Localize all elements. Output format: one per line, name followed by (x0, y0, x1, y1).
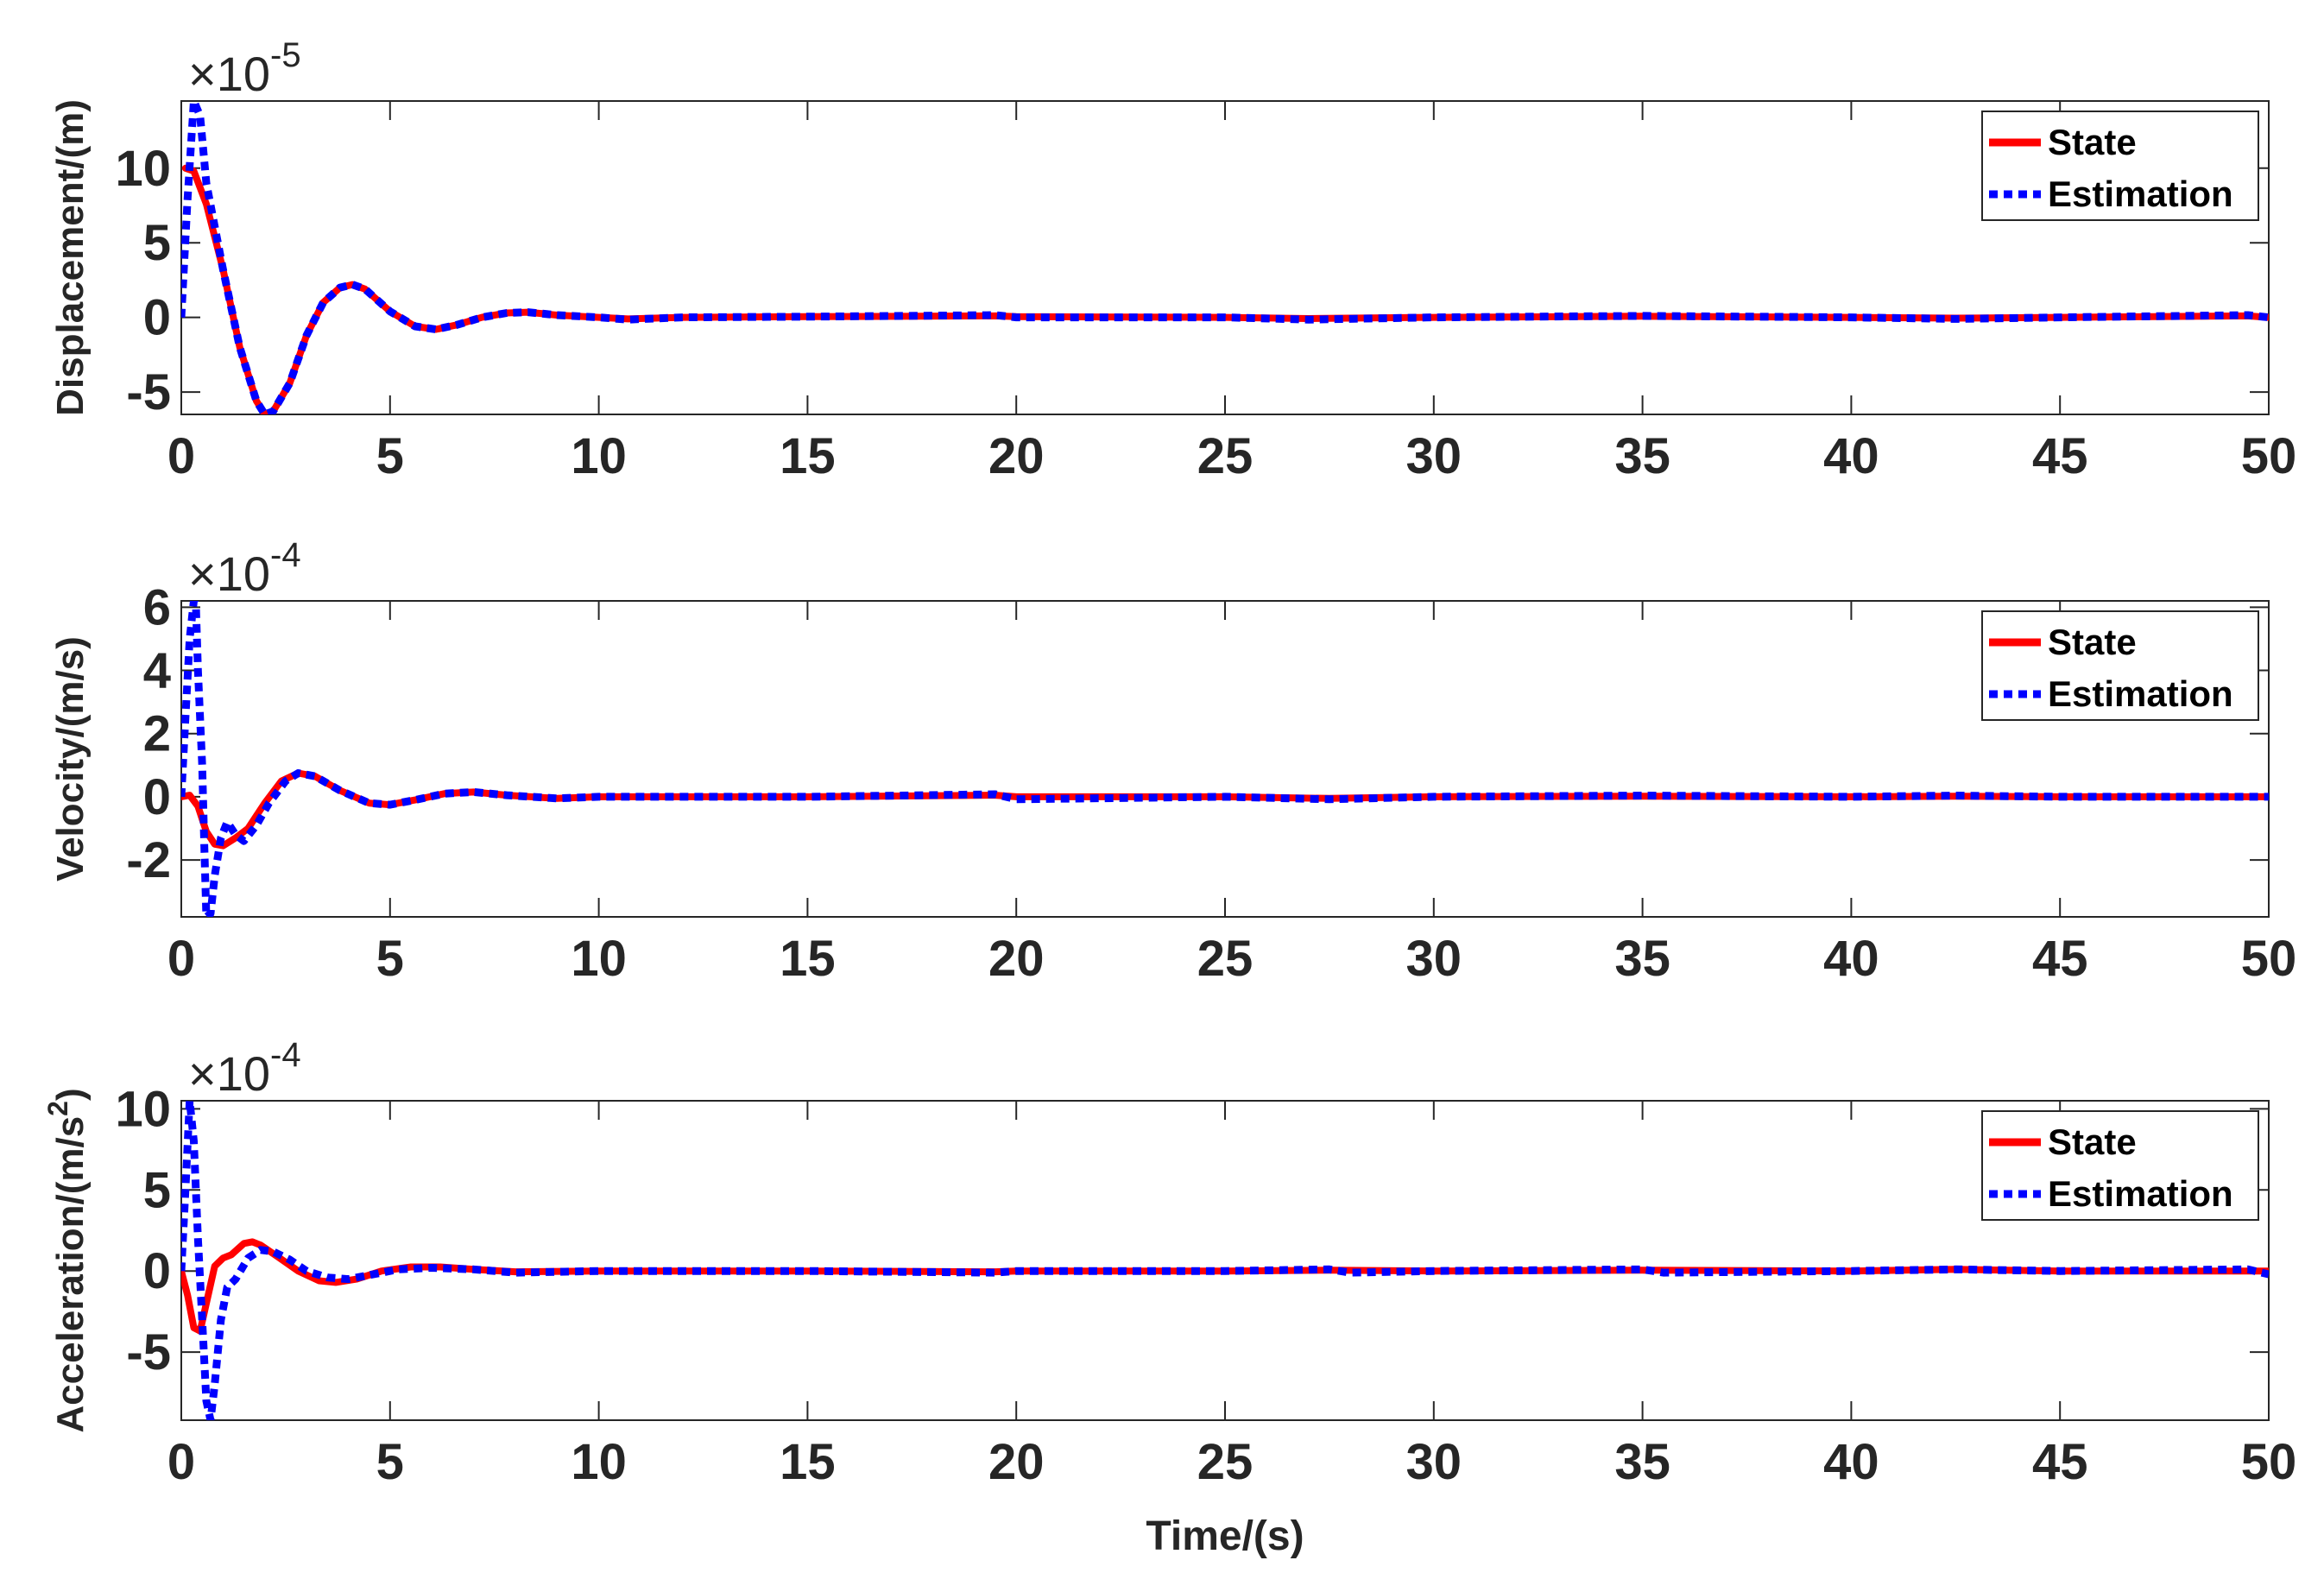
y-tick-label: 10 (115, 141, 171, 197)
x-tick-label: 10 (571, 931, 627, 987)
y-axis-label-superscript: 2 (42, 1101, 73, 1116)
y-tick-label: -5 (126, 364, 171, 420)
y-tick-label: 0 (143, 290, 171, 346)
x-tick-label: 20 (988, 931, 1045, 987)
y-axis-label: Acceleration/(m/s2) (42, 1088, 92, 1432)
x-axis-label: Time/(s) (1146, 1513, 1304, 1559)
x-tick-label: 45 (2032, 931, 2088, 987)
x-tick-label: 25 (1197, 428, 1254, 484)
subplot-1: 0 5 10 15 20 25 30 35 40 45 50-50510×10-5Displacem… (49, 36, 2296, 484)
exponent-base: ×10 (188, 546, 270, 601)
legend-label-state: State (2048, 622, 2137, 662)
legend-box (1981, 610, 2259, 721)
series-line-estimation (181, 601, 2269, 917)
x-tick-label: 35 (1614, 931, 1670, 987)
x-tick-label: 0 (167, 1434, 195, 1490)
plot-area (180, 100, 2270, 415)
subplot-3: 0 5 10 15 20 25 30 35 40 45 50 -5 0 5 10 ×10-4 Accelerat… (42, 1036, 2296, 1559)
exponent-power: -4 (270, 536, 301, 574)
y-tick-label: 0 (143, 769, 171, 825)
x-tick-label: 50 (2241, 428, 2297, 484)
x-tick-label: 0 (167, 931, 195, 987)
series-line-estimation (181, 101, 2269, 414)
x-tick-label: 0 (167, 428, 195, 484)
y-tick-label: -5 (126, 1324, 171, 1380)
x-tick-label: 25 (1197, 1434, 1254, 1490)
x-tick-label: 20 (988, 1434, 1045, 1490)
x-tick-label: 5 (376, 931, 404, 987)
x-tick-label: 35 (1614, 1434, 1670, 1490)
legend-box (1981, 1110, 2259, 1221)
axis-exponent-label: ×10-4 (188, 536, 301, 601)
legend: State Estimation (1981, 610, 2259, 721)
x-tick-label: 25 (1197, 931, 1254, 987)
y-axis-label: Velocity/(m/s) (49, 636, 92, 881)
x-tick-label: 40 (1823, 428, 1879, 484)
exponent-base: ×10 (188, 1046, 270, 1101)
y-axis-label-text: Acceleration/(m/s (49, 1116, 92, 1433)
y-tick-label: 2 (143, 706, 171, 762)
y-tick-label: 4 (143, 643, 171, 699)
x-tick-label: 10 (571, 1434, 627, 1490)
x-tick-label: 15 (780, 428, 836, 484)
y-axis-label-text: Displacement/(m) (49, 99, 92, 416)
series-line-estimation (181, 1101, 2269, 1420)
y-tick-label: 0 (143, 1243, 171, 1299)
x-tick-label: 5 (376, 1434, 404, 1490)
legend-label-estimation: Estimation (2048, 1173, 2233, 1214)
legend: State Estimation (1981, 1110, 2259, 1221)
x-tick-label: 30 (1406, 428, 1462, 484)
series-group (181, 1101, 2269, 1420)
x-tick-label: 40 (1823, 931, 1879, 987)
y-axis-label-close: ) (49, 1088, 92, 1101)
x-tick-label: 20 (988, 428, 1045, 484)
x-tick-label: 45 (2032, 1434, 2088, 1490)
exponent-base: ×10 (188, 47, 270, 101)
plot-area (180, 600, 2270, 918)
x-tick-label: 30 (1406, 1434, 1462, 1490)
legend-label-state: State (2048, 1121, 2137, 1162)
x-tick-label: 5 (376, 428, 404, 484)
x-tick-label: 40 (1823, 1434, 1879, 1490)
y-tick-label: 6 (143, 579, 171, 635)
x-tick-label: 10 (571, 428, 627, 484)
y-axis-label-text: Velocity/(m/s) (49, 636, 92, 881)
exponent-power: -4 (270, 1036, 301, 1074)
x-tick-label: 50 (2241, 1434, 2297, 1490)
x-tick-label: 15 (780, 931, 836, 987)
x-tick-label: 45 (2032, 428, 2088, 484)
y-tick-label: 5 (143, 215, 171, 271)
legend-label-state: State (2048, 122, 2137, 162)
series-group (181, 601, 2269, 917)
legend: State Estimation (1981, 111, 2259, 221)
series-line-state (181, 164, 2269, 414)
y-tick-label: -2 (126, 832, 171, 888)
subplot-2: 0 5 10 15 20 25 30 35 40 45 50 -2 0 2 4 6 ×10-4 Velocity/… (49, 536, 2296, 987)
legend-box (1981, 111, 2259, 221)
plot-area (180, 1100, 2270, 1421)
y-tick-label: 10 (115, 1081, 171, 1137)
y-tick-label: 5 (143, 1162, 171, 1218)
y-axis-label: Displacement/(m) (49, 99, 92, 416)
series-group (181, 101, 2269, 414)
x-tick-label: 15 (780, 1434, 836, 1490)
axis-exponent-label: ×10-4 (188, 1036, 301, 1101)
axis-exponent-label: ×10-5 (188, 36, 301, 101)
x-tick-label: 50 (2241, 931, 2297, 987)
x-tick-label: 35 (1614, 428, 1670, 484)
exponent-power: -5 (270, 36, 301, 74)
legend-label-estimation: Estimation (2048, 174, 2233, 214)
x-tick-label: 30 (1406, 931, 1462, 987)
legend-label-estimation: Estimation (2048, 673, 2233, 714)
